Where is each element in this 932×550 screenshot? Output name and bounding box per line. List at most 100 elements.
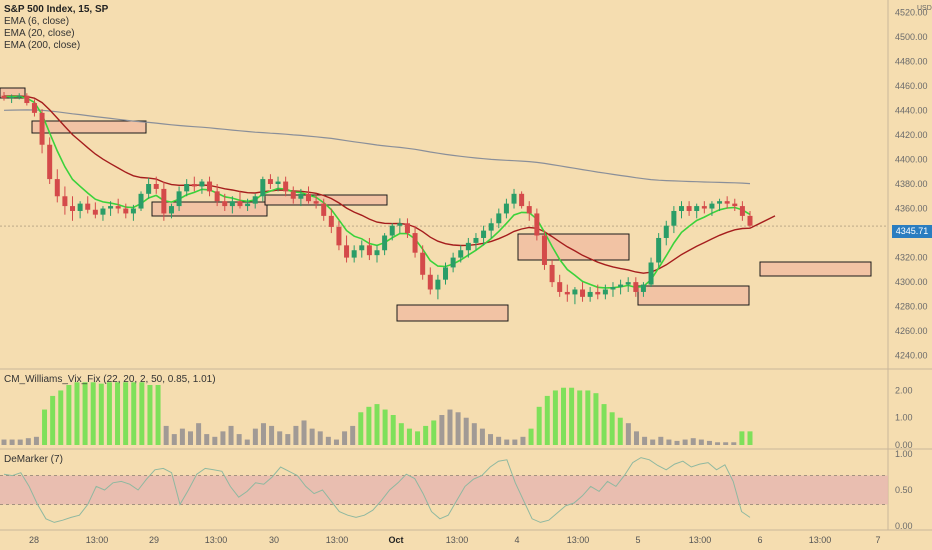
vix-bar (666, 439, 672, 445)
candle-body (412, 233, 418, 253)
zone-box (637, 285, 750, 306)
vix-bar (723, 442, 729, 445)
price-tick-label: 4320.00 (895, 253, 928, 263)
vix-bar (147, 385, 153, 445)
price-tick-label: 4240.00 (895, 351, 928, 361)
vix-bar (82, 382, 88, 445)
candle-body (16, 95, 22, 97)
price-axis[interactable]: 4240.004260.004280.004300.004320.004340.… (895, 7, 928, 531)
zone-box (396, 304, 509, 322)
currency-label: USD (917, 5, 932, 12)
candle-body (747, 215, 753, 226)
vix-bar (220, 431, 226, 445)
vix-bar (504, 439, 510, 445)
candle-body (176, 191, 182, 207)
candle-body (389, 225, 395, 236)
time-tick-label: 13:00 (567, 535, 590, 545)
vix-bar (423, 425, 429, 445)
vix-bar (682, 439, 688, 445)
vix-bar (642, 436, 648, 445)
price-tick-label: 4360.00 (895, 204, 928, 214)
vix-bar (325, 436, 331, 445)
candle-body (656, 237, 662, 263)
price-tick-label: 4280.00 (895, 302, 928, 312)
demarker-legend: DeMarker (7) (4, 454, 63, 466)
vix-bar (715, 442, 721, 445)
time-tick-label: 13:00 (205, 535, 228, 545)
candle-body (709, 203, 715, 209)
vix-bar (544, 395, 550, 445)
candle-body (557, 282, 563, 292)
vix-tick-label: 2.00 (895, 385, 913, 395)
zone-box (517, 233, 630, 261)
vix-bar (188, 431, 193, 445)
candle-body (115, 206, 121, 209)
candle-body (694, 206, 700, 211)
vix-bar (455, 412, 461, 445)
price-tick-label: 4380.00 (895, 179, 928, 189)
vix-bar (90, 382, 96, 445)
vix-bar (131, 382, 137, 445)
candle-body (344, 245, 350, 258)
candle-body (237, 201, 243, 207)
candle-body (161, 188, 167, 214)
vix-bar (212, 436, 218, 445)
candle-body (298, 193, 304, 199)
candle-body (732, 203, 738, 207)
candle-body (31, 103, 37, 113)
vix-bar (512, 439, 518, 445)
vix-bar (650, 439, 656, 445)
candle-body (191, 184, 197, 187)
candle-body (640, 284, 646, 292)
symbol-title[interactable]: S&P 500 Index, 15, SP (4, 4, 109, 15)
vix-bar (333, 439, 339, 445)
candle-body (62, 196, 68, 207)
candle-body (587, 291, 593, 297)
vix-label[interactable]: CM_Williams_Vix_Fix (22, 20, 2, 50, 0.85… (4, 374, 216, 385)
candle-body (382, 235, 388, 251)
candle-body (222, 201, 228, 207)
candle-body (336, 226, 342, 246)
candle-body (146, 184, 152, 194)
time-tick-label: 13:00 (326, 535, 349, 545)
vix-bar (617, 417, 623, 445)
vix-bar (9, 439, 15, 445)
candle-body (458, 250, 464, 258)
vix-bar (252, 428, 258, 445)
time-tick-label: 13:00 (689, 535, 712, 545)
time-axis[interactable]: 28 13:00 29 13:00 30 13:00 Oct 13:00 4 13:00 5 13:0… (29, 535, 881, 545)
vix-bar (520, 436, 526, 445)
vix-fix-bars (1, 382, 753, 445)
vix-bar (236, 434, 242, 445)
ema200-line (3, 109, 751, 185)
time-tick-label: 7 (875, 535, 880, 545)
legend-ema6[interactable]: EMA (6, close) (4, 16, 70, 27)
candle-body (724, 201, 730, 204)
price-tick-label: 4400.00 (895, 154, 928, 164)
vix-bar (463, 417, 469, 445)
candle-body (663, 225, 669, 238)
legend-ema20[interactable]: EMA (20, close) (4, 28, 75, 39)
candle-body (488, 223, 494, 231)
vix-bar (439, 415, 445, 445)
vix-bar (601, 404, 607, 445)
vix-bar (17, 439, 23, 445)
legend-ema200[interactable]: EMA (200, close) (4, 40, 81, 51)
candle-body (47, 144, 53, 180)
candle-body (54, 179, 60, 197)
candle-body (633, 282, 639, 292)
vix-bar (317, 431, 323, 445)
vix-bar (374, 404, 380, 445)
vix-bar (390, 415, 396, 445)
vix-bar (139, 382, 145, 445)
vix-bar (269, 425, 275, 445)
candle-body (526, 206, 532, 214)
vix-bar (431, 420, 437, 445)
demarker-label[interactable]: DeMarker (7) (4, 454, 63, 465)
candle-body (701, 206, 707, 209)
candle-body (534, 213, 540, 236)
time-tick-label: 5 (635, 535, 640, 545)
vix-bar (496, 436, 502, 445)
price-tick-label: 4440.00 (895, 105, 928, 115)
